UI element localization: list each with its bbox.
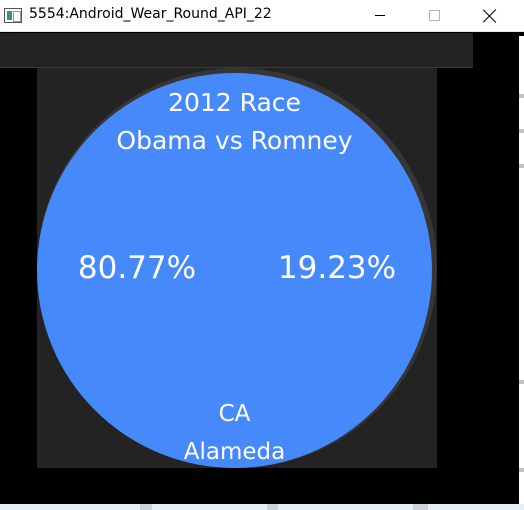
romney-percent: 19.23% [277, 250, 397, 286]
emulator-screen[interactable]: 2012 Race Obama vs Romney 80.77% 19.23% … [37, 68, 437, 468]
minimize-icon [375, 15, 385, 16]
window-title-bar[interactable]: 5554:Android_Wear_Round_API_22 [0, 0, 524, 32]
minimize-button[interactable] [357, 0, 403, 31]
taskbar [0, 504, 524, 510]
matchup-label: Obama vs Romney [116, 126, 353, 155]
race-title: 2012 Race [168, 88, 301, 117]
window-title: 5554:Android_Wear_Round_API_22 [29, 6, 272, 22]
obama-percent: 80.77% [77, 250, 197, 286]
close-button[interactable] [467, 0, 513, 31]
maximize-icon [428, 10, 440, 21]
maximize-button[interactable] [411, 0, 457, 31]
background-window-edge [519, 36, 524, 510]
state-label: CA [218, 401, 251, 427]
county-label: Alameda [183, 439, 286, 465]
watch-face[interactable]: 2012 Race Obama vs Romney 80.77% 19.23% … [37, 73, 432, 468]
emulator-app-icon [4, 8, 22, 23]
close-icon [483, 9, 497, 23]
emulator-toolbar [0, 33, 473, 68]
